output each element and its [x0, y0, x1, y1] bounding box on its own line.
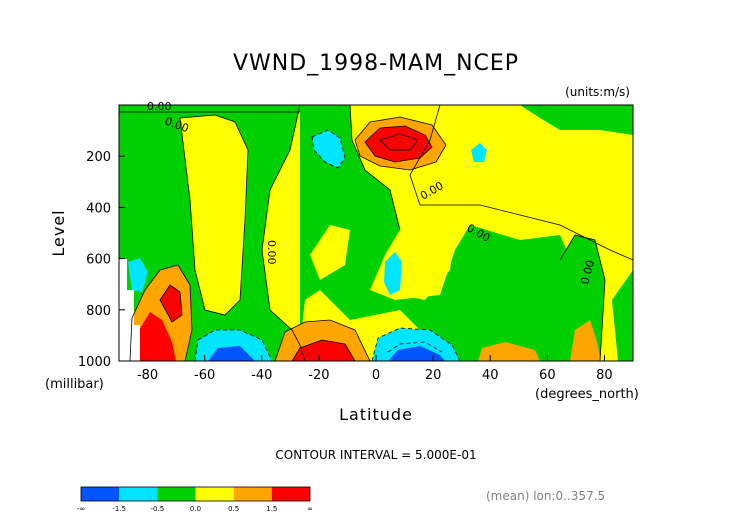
colorbar-tick-label: -∞	[77, 505, 85, 513]
colorbar-swatch	[81, 487, 120, 501]
region-yellow-mid-2	[392, 220, 455, 300]
region-cyan-eqsfc	[372, 328, 460, 361]
region-red-west-core	[160, 285, 182, 322]
plot-area: 0.00 0.00 0.00 0.00 0.00 0.00 -80 -60 -40-…	[78, 100, 634, 383]
contour-label: 0.00	[578, 259, 597, 286]
y-tick-label: 200	[86, 150, 111, 165]
colorbar-swatch	[271, 487, 310, 501]
x-axis-units: (degrees_north)	[535, 387, 639, 402]
colorbar-frame	[80, 486, 311, 502]
region-green-tongue	[560, 235, 605, 361]
colorbar-tick-label: -1.5	[112, 505, 126, 513]
x-axis-label: Latitude	[339, 405, 413, 424]
y-axis-units: (millibar)	[45, 377, 104, 392]
region-blue-nsfc	[208, 346, 255, 361]
colorbar-swatch	[157, 487, 196, 501]
region-red-jet	[365, 126, 432, 162]
region-yellow-sh-pocket	[180, 115, 248, 315]
chart-title: VWND_1998-MAM_NCEP	[233, 51, 519, 76]
colorbar-tick-label: 1.5	[266, 505, 277, 513]
region-green-ne	[520, 105, 633, 135]
region-blue-eqsfc	[388, 346, 445, 361]
contour-label: 0.00	[147, 100, 172, 113]
region-red-west	[134, 312, 176, 361]
x-tick-label: -60	[194, 368, 215, 383]
x-tick-label: -80	[137, 368, 158, 383]
x-tick-label: 20	[425, 368, 442, 383]
x-tick-label: 40	[482, 368, 499, 383]
colorbar-swatch	[119, 487, 158, 501]
contour-interval-note: CONTOUR INTERVAL = 5.000E-01	[275, 448, 476, 462]
colorbar-swatch	[195, 487, 234, 501]
colorbar-tick-label: -0.5	[150, 505, 164, 513]
y-tick-label: 600	[86, 253, 111, 268]
region-cyan-west	[128, 258, 148, 292]
x-tick-label: 0	[372, 368, 380, 383]
y-tick-label: 800	[86, 304, 111, 319]
region-yellow-ne	[410, 105, 633, 260]
y-tick-label: 1000	[78, 355, 111, 370]
region-green-east	[612, 270, 633, 361]
y-tick-label: 400	[86, 201, 111, 216]
region-yellow-mid-1	[310, 225, 350, 280]
y-axis-ticks: 200 400 600 800 1000	[78, 150, 125, 370]
colorbar-tick-label: 0.0	[190, 505, 201, 513]
region-missing-data	[119, 259, 140, 361]
contour-lines	[119, 105, 633, 361]
region-orange-ne-sfc1	[478, 342, 540, 361]
x-axis-ticks: -80 -60 -40 -20 0 20 40 60 80	[137, 355, 613, 383]
x-tick-label: 60	[539, 368, 556, 383]
y-axis-label: Level	[49, 209, 68, 256]
contour-label: 0.00	[265, 240, 278, 265]
colorbar-tick-label: ∞	[307, 505, 313, 513]
region-cyan-mid	[384, 252, 402, 295]
region-orange-ne-sfc2	[570, 320, 600, 361]
x-tick-label: -40	[251, 368, 272, 383]
colorbar-tick-label: 0.5	[228, 505, 239, 513]
region-green-top-strip	[119, 105, 300, 112]
x-tick-label: -20	[308, 368, 329, 383]
region-green-center	[300, 105, 585, 361]
mean-note: (mean) lon:0..357.5	[486, 489, 605, 503]
region-cyan-upper	[312, 130, 345, 168]
region-cyan-ne	[471, 143, 487, 162]
units-label: (units:m/s)	[565, 85, 630, 99]
x-tick-label: 80	[596, 368, 613, 383]
contour-lines-negative	[194, 129, 461, 361]
colorbar: -∞ -1.5 -0.5 0.0 0.5 1.5 ∞	[77, 486, 313, 513]
colorbar-swatch	[233, 487, 272, 501]
